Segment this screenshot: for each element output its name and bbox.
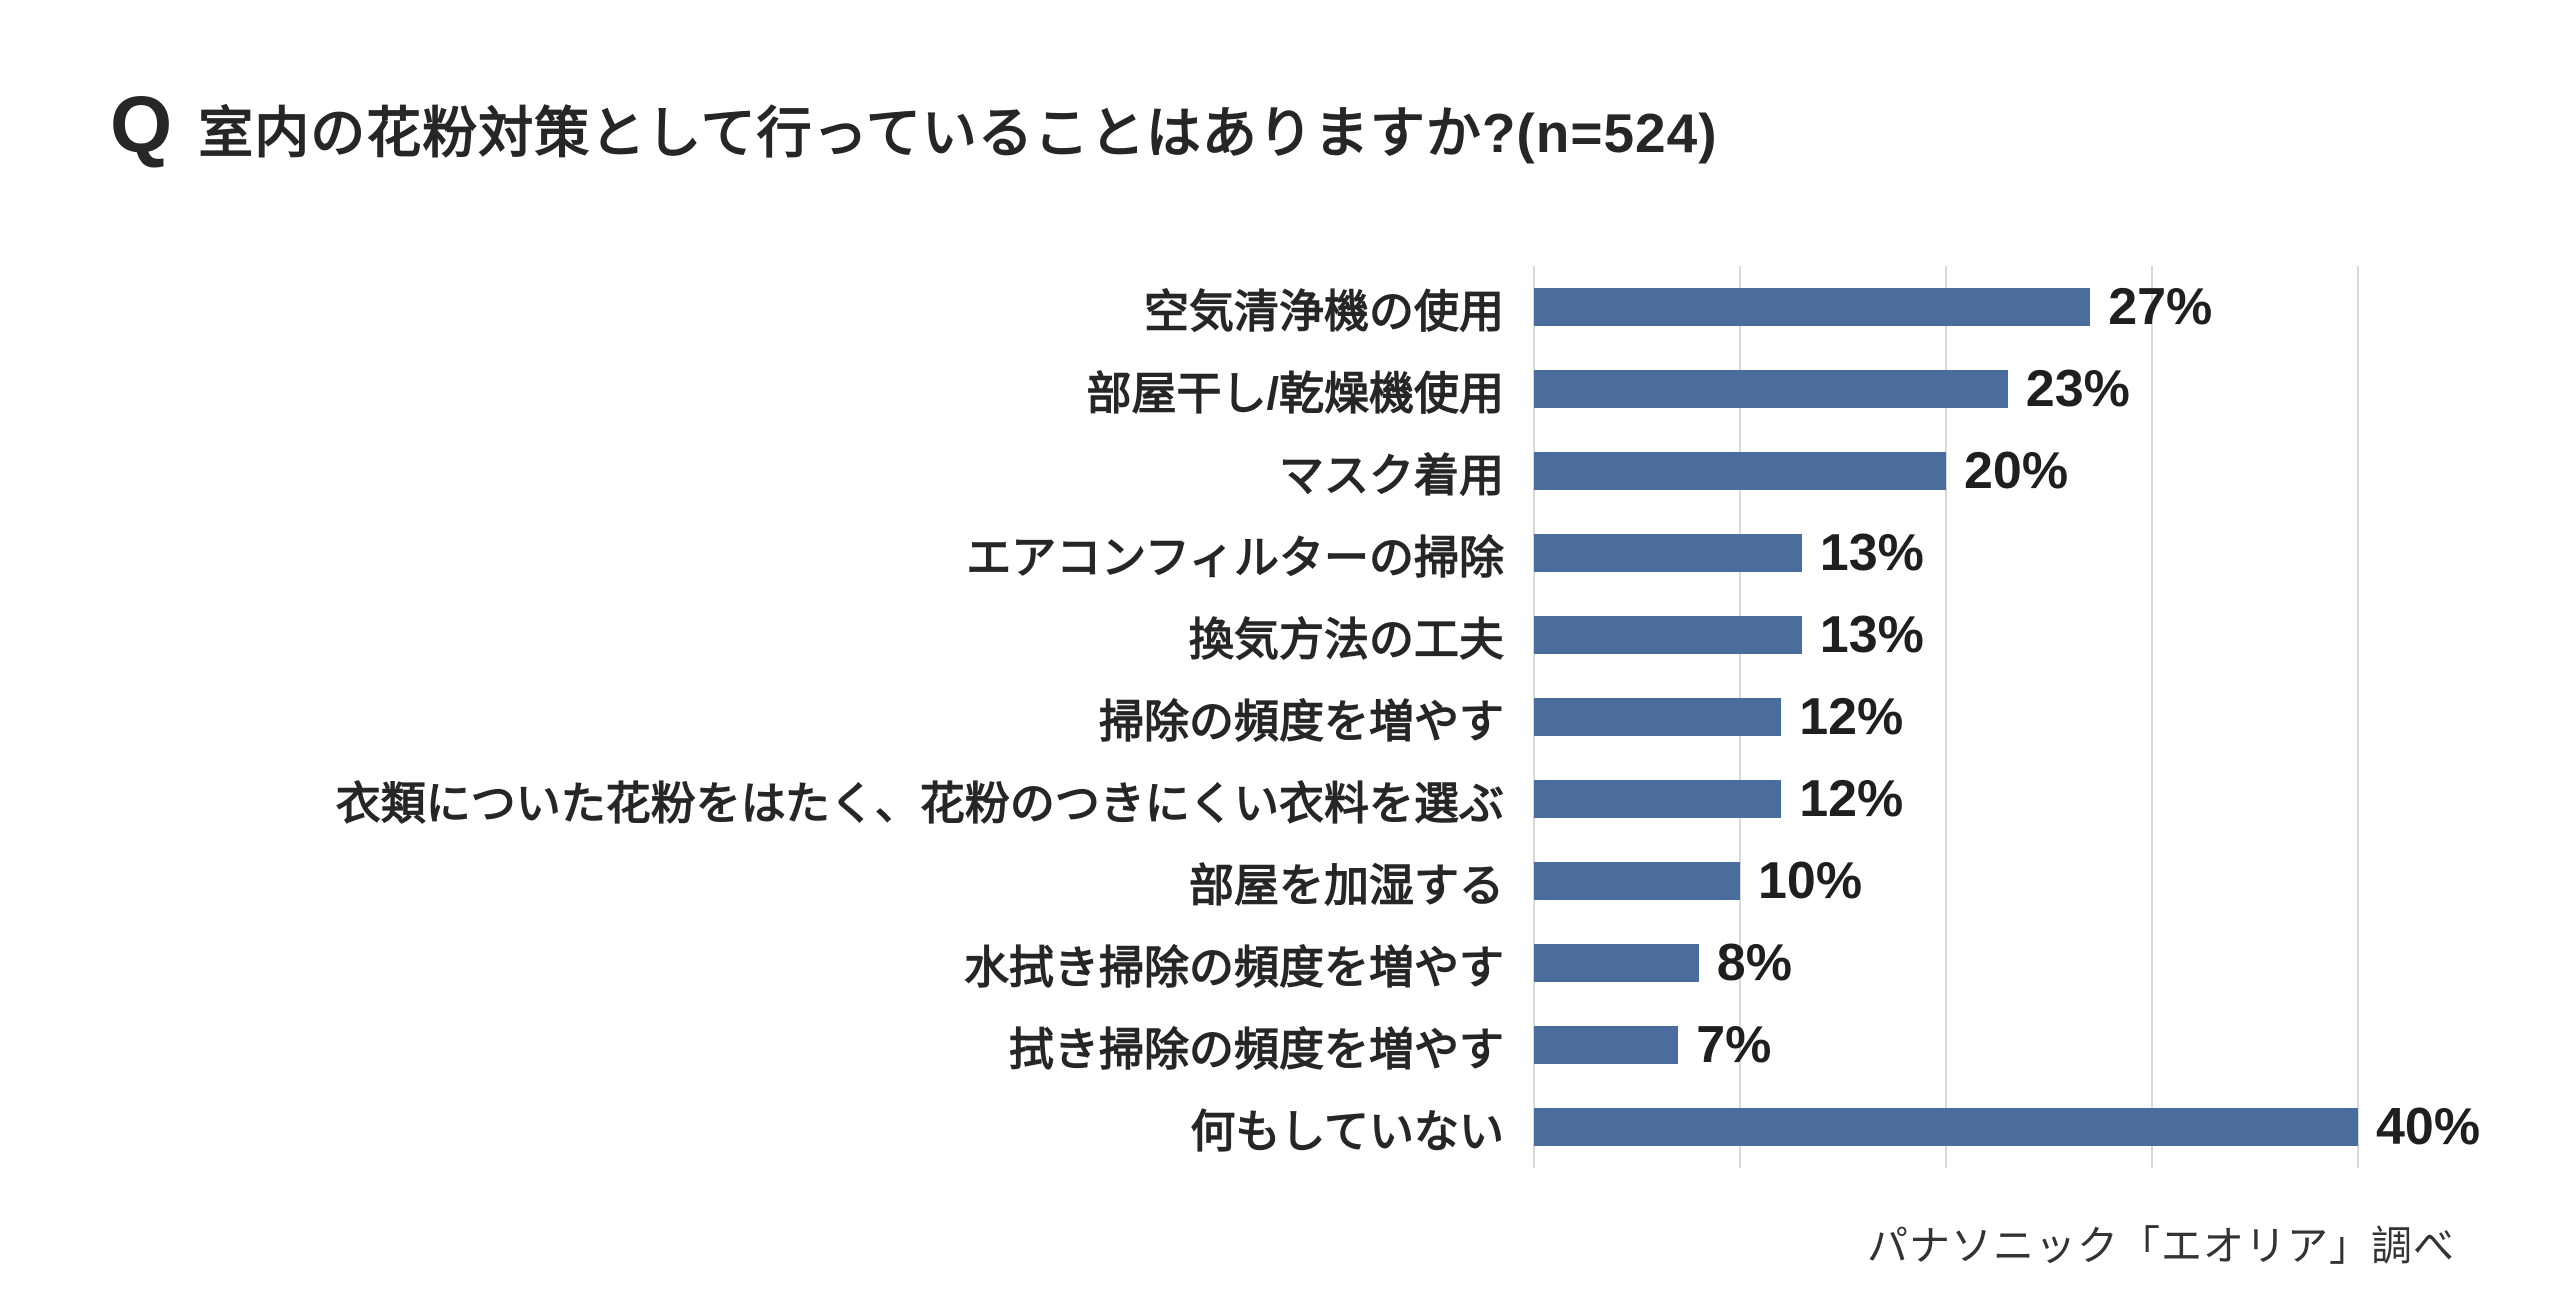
bar-track: 12% xyxy=(1534,769,2358,829)
gridline xyxy=(2151,266,2153,1168)
bar-row: 衣類についた花粉をはたく、花粉のつきにくい衣料を選ぶ 12% xyxy=(110,758,2560,840)
value-label: 13% xyxy=(1819,606,1924,664)
value-label: 12% xyxy=(1799,770,1904,828)
bar-track: 13% xyxy=(1534,605,2358,665)
bar xyxy=(1534,288,2091,326)
gridline xyxy=(2357,266,2359,1168)
bar-row: 部屋を加湿する 10% xyxy=(110,840,2560,922)
bar xyxy=(1534,1108,2358,1146)
category-label: 空気清浄機の使用 xyxy=(1143,285,1504,337)
bar xyxy=(1534,452,1946,490)
value-label: 8% xyxy=(1716,934,1792,992)
bar xyxy=(1534,370,2008,408)
bar-track: 7% xyxy=(1534,1015,2358,1075)
bar-track: 13% xyxy=(1534,523,2358,583)
bar-row: 部屋干し/乾燥機使用 23% xyxy=(110,348,2560,430)
chart-header: Q 室内の花粉対策として行っていることはありますか?(n=524) xyxy=(110,85,2560,166)
question-mark-label: Q xyxy=(110,80,173,169)
category-label: エアコンフィルターの掃除 xyxy=(966,531,1504,583)
category-label: 換気方法の工夫 xyxy=(1188,613,1504,665)
gridline xyxy=(1945,266,1947,1168)
value-label: 27% xyxy=(2108,278,2213,336)
bar-row: 空気清浄機の使用 27% xyxy=(110,266,2560,348)
bar xyxy=(1534,1026,1679,1064)
value-label: 23% xyxy=(2025,360,2130,418)
category-label: 水拭き掃除の頻度を増やす xyxy=(963,941,1504,993)
bar-row: 水拭き掃除の頻度を増やす 8% xyxy=(110,922,2560,1004)
bar-track: 27% xyxy=(1534,277,2358,337)
bar-row: 何もしていない 40% xyxy=(110,1086,2560,1168)
bar-track: 12% xyxy=(1534,687,2358,747)
category-label: 部屋干し/乾燥機使用 xyxy=(1086,367,1504,419)
value-label: 7% xyxy=(1696,1016,1772,1074)
bar-row: 換気方法の工夫 13% xyxy=(110,594,2560,676)
category-label: 掃除の頻度を増やす xyxy=(1098,695,1504,747)
bar-track: 10% xyxy=(1534,851,2358,911)
bar xyxy=(1534,698,1782,736)
bar xyxy=(1534,862,1740,900)
category-label: 拭き掃除の頻度を増やす xyxy=(1008,1023,1504,1075)
bar-track: 40% xyxy=(1534,1097,2480,1157)
category-label: 何もしていない xyxy=(1190,1105,1504,1157)
category-label: 衣類についた花粉をはたく、花粉のつきにくい衣料を選ぶ xyxy=(335,777,1504,829)
category-label: 部屋を加湿する xyxy=(1188,859,1504,911)
bar xyxy=(1534,780,1782,818)
value-label: 40% xyxy=(2376,1098,2481,1156)
bar-row: マスク着用 20% xyxy=(110,430,2560,512)
source-note: パナソニック「エオリア」調べ xyxy=(1867,1223,2455,1269)
bar-chart: 空気清浄機の使用 27% 部屋干し/乾燥機使用 23% マスク着用 20% エアコンフィルタ… xyxy=(110,266,2560,1168)
value-label: 10% xyxy=(1758,852,1863,910)
bar-track: 23% xyxy=(1534,359,2358,419)
value-label: 12% xyxy=(1799,688,1904,746)
bar-rows: 空気清浄機の使用 27% 部屋干し/乾燥機使用 23% マスク着用 20% エアコンフィルタ… xyxy=(110,266,2560,1168)
value-label: 13% xyxy=(1819,524,1924,582)
bar-track: 8% xyxy=(1534,933,2358,993)
chart-title: 室内の花粉対策として行っていることはありますか?(n=524) xyxy=(198,102,1718,164)
bar xyxy=(1534,534,1802,572)
bar-row: 掃除の頻度を増やす 12% xyxy=(110,676,2560,758)
bar-row: エアコンフィルターの掃除 13% xyxy=(110,512,2560,594)
bar-row: 拭き掃除の頻度を増やす 7% xyxy=(110,1004,2560,1086)
value-label: 20% xyxy=(1964,442,2069,500)
bar xyxy=(1534,944,1699,982)
category-label: マスク着用 xyxy=(1278,449,1504,501)
bar-track: 20% xyxy=(1534,441,2358,501)
bar xyxy=(1534,616,1802,654)
